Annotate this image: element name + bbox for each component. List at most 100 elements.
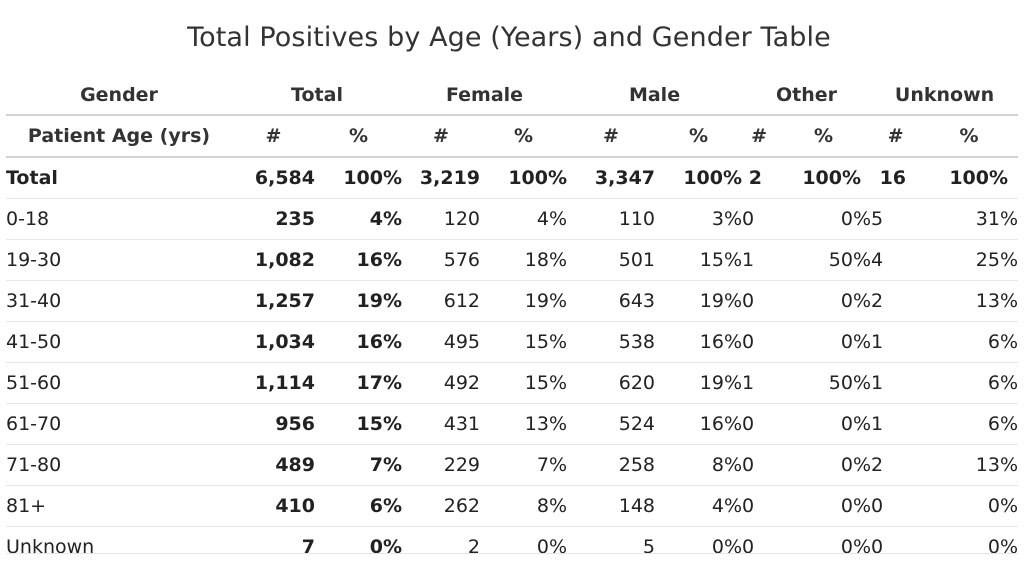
female-count: 612 bbox=[402, 281, 480, 322]
header-male-percent: % bbox=[655, 115, 742, 157]
row-label: 71-80 bbox=[6, 445, 232, 486]
other-percent: 100% bbox=[776, 157, 871, 199]
positives-table: Gender Total Female Male Other Unknown P… bbox=[6, 76, 1018, 567]
male-count: 5 bbox=[567, 527, 655, 567]
female-count: 120 bbox=[402, 199, 480, 240]
header-patient-age: Patient Age (yrs) bbox=[6, 115, 232, 157]
header-gender: Gender bbox=[6, 76, 232, 115]
other-count: 2 bbox=[742, 157, 776, 199]
female-percent: 7% bbox=[480, 445, 567, 486]
table-row: 41-50 1,034 16% 495 15% 538 16% 0 0% 1 6… bbox=[6, 322, 1018, 363]
total-percent: 16% bbox=[315, 322, 402, 363]
unknown-percent: 0% bbox=[920, 527, 1018, 567]
total-count: 410 bbox=[232, 486, 315, 527]
male-count: 258 bbox=[567, 445, 655, 486]
male-percent: 100% bbox=[655, 157, 742, 199]
female-percent: 19% bbox=[480, 281, 567, 322]
female-percent: 15% bbox=[480, 322, 567, 363]
unknown-count: 16 bbox=[871, 157, 920, 199]
female-count: 262 bbox=[402, 486, 480, 527]
other-count: 0 bbox=[742, 322, 776, 363]
total-count: 956 bbox=[232, 404, 315, 445]
header-female-count: # bbox=[402, 115, 480, 157]
row-label: 0-18 bbox=[6, 199, 232, 240]
row-label: 31-40 bbox=[6, 281, 232, 322]
total-count: 7 bbox=[232, 527, 315, 567]
total-count: 1,257 bbox=[232, 281, 315, 322]
row-label: 81+ bbox=[6, 486, 232, 527]
header-unknown-percent: % bbox=[920, 115, 1018, 157]
table-row: 31-40 1,257 19% 612 19% 643 19% 0 0% 2 1… bbox=[6, 281, 1018, 322]
male-percent: 8% bbox=[655, 445, 742, 486]
header-female-percent: % bbox=[480, 115, 567, 157]
male-percent: 19% bbox=[655, 363, 742, 404]
header-total-count: # bbox=[232, 115, 315, 157]
total-percent: 0% bbox=[315, 527, 402, 567]
other-count: 1 bbox=[742, 240, 776, 281]
other-count: 0 bbox=[742, 527, 776, 567]
unknown-count: 1 bbox=[871, 404, 920, 445]
row-label: 19-30 bbox=[6, 240, 232, 281]
female-count: 229 bbox=[402, 445, 480, 486]
male-percent: 4% bbox=[655, 486, 742, 527]
unknown-count: 5 bbox=[871, 199, 920, 240]
other-percent: 50% bbox=[776, 240, 871, 281]
total-percent: 16% bbox=[315, 240, 402, 281]
total-count: 235 bbox=[232, 199, 315, 240]
female-count: 431 bbox=[402, 404, 480, 445]
unknown-count: 4 bbox=[871, 240, 920, 281]
header-unknown: Unknown bbox=[871, 76, 1018, 115]
table-row: 61-70 956 15% 431 13% 524 16% 0 0% 1 6% bbox=[6, 404, 1018, 445]
unknown-count: 2 bbox=[871, 281, 920, 322]
male-percent: 16% bbox=[655, 404, 742, 445]
row-label: 61-70 bbox=[6, 404, 232, 445]
header-total: Total bbox=[232, 76, 402, 115]
male-count: 148 bbox=[567, 486, 655, 527]
row-label: Total bbox=[6, 157, 232, 199]
unknown-percent: 31% bbox=[920, 199, 1018, 240]
other-percent: 0% bbox=[776, 445, 871, 486]
total-percent: 4% bbox=[315, 199, 402, 240]
female-count: 495 bbox=[402, 322, 480, 363]
other-count: 0 bbox=[742, 199, 776, 240]
other-count: 0 bbox=[742, 486, 776, 527]
header-female: Female bbox=[402, 76, 567, 115]
female-percent: 4% bbox=[480, 199, 567, 240]
unknown-count: 2 bbox=[871, 445, 920, 486]
female-percent: 15% bbox=[480, 363, 567, 404]
female-count: 576 bbox=[402, 240, 480, 281]
table-row-total: Total 6,584 100% 3,219 100% 3,347 100% 2… bbox=[6, 157, 1018, 199]
other-percent: 0% bbox=[776, 527, 871, 567]
row-label: 51-60 bbox=[6, 363, 232, 404]
unknown-percent: 13% bbox=[920, 445, 1018, 486]
other-percent: 0% bbox=[776, 281, 871, 322]
male-percent: 16% bbox=[655, 322, 742, 363]
page-title: Total Positives by Age (Years) and Gende… bbox=[0, 22, 1018, 53]
unknown-count: 0 bbox=[871, 527, 920, 567]
header-other-count: # bbox=[742, 115, 776, 157]
table-row: Unknown 7 0% 2 0% 5 0% 0 0% 0 0% bbox=[6, 527, 1018, 567]
male-percent: 3% bbox=[655, 199, 742, 240]
table-row: 0-18 235 4% 120 4% 110 3% 0 0% 5 31% bbox=[6, 199, 1018, 240]
row-label: Unknown bbox=[6, 527, 232, 567]
total-percent: 15% bbox=[315, 404, 402, 445]
other-count: 1 bbox=[742, 363, 776, 404]
header-male-count: # bbox=[567, 115, 655, 157]
female-percent: 0% bbox=[480, 527, 567, 567]
male-count: 3,347 bbox=[567, 157, 655, 199]
total-percent: 19% bbox=[315, 281, 402, 322]
male-count: 110 bbox=[567, 199, 655, 240]
total-count: 1,114 bbox=[232, 363, 315, 404]
male-count: 501 bbox=[567, 240, 655, 281]
row-label: 41-50 bbox=[6, 322, 232, 363]
female-count: 2 bbox=[402, 527, 480, 567]
table-row: 71-80 489 7% 229 7% 258 8% 0 0% 2 13% bbox=[6, 445, 1018, 486]
unknown-percent: 25% bbox=[920, 240, 1018, 281]
unknown-percent: 13% bbox=[920, 281, 1018, 322]
unknown-percent: 6% bbox=[920, 404, 1018, 445]
other-count: 0 bbox=[742, 281, 776, 322]
male-percent: 19% bbox=[655, 281, 742, 322]
other-percent: 0% bbox=[776, 486, 871, 527]
female-count: 492 bbox=[402, 363, 480, 404]
